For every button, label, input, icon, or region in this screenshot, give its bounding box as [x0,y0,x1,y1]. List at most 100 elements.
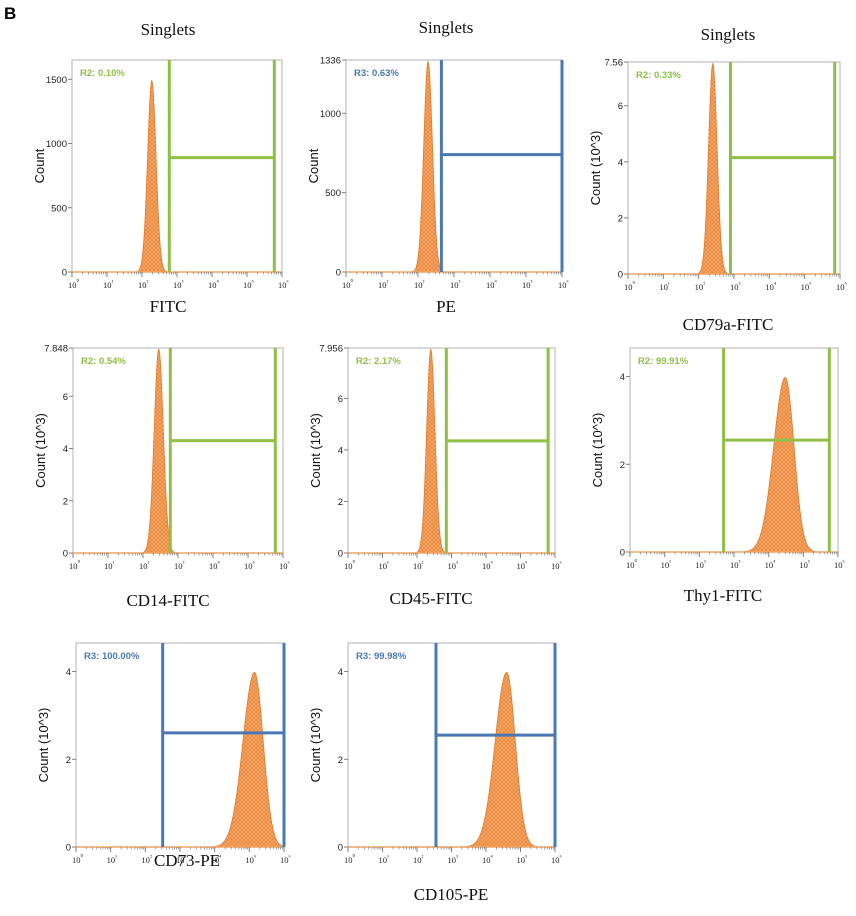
x-axis-label: CD79a-FITC [683,315,774,334]
histogram-panel-1: Singlets R2: 0.10% 0 500 1000 1500 10⁰ 10¹ 10² 10… [32,20,289,316]
x-tick-label: 10⁵ [522,279,533,290]
histogram-panel-8: R3: 99.98% 0 2 4 10⁰ 10¹ 10² 10³ 10⁴ 10⁵ 10⁶ Count … [308,642,562,904]
y-tick-label: 7.956 [319,344,343,355]
y-axis-label: Count (10^3) [36,708,51,783]
plot-frame [72,347,284,554]
y-axis-label: Count (10^3) [308,708,323,783]
x-tick-label: 10⁶ [558,279,569,290]
x-tick-label: 10² [695,559,706,570]
x-axis-label: PE [436,297,456,316]
x-tick-label: 10¹ [379,854,390,865]
y-tick-label: 2 [338,497,343,508]
gate-label: R2: 99.91% [638,356,689,367]
x-tick-label: 10² [413,560,424,571]
y-tick-label: 0 [66,843,71,854]
plot-title: Singlets [701,25,756,44]
histogram-area [72,80,282,273]
y-tick-label: 2 [66,755,71,766]
y-tick-label: 0 [338,549,343,560]
x-tick-label: 10⁵ [517,854,528,865]
plot-title: Singlets [141,20,196,39]
histogram-area [630,376,838,553]
y-axis-label: Count (10^3) [588,131,603,206]
y-tick-label: 4 [63,444,68,455]
x-axis-label: FITC [150,297,187,316]
gate-r3[interactable] [434,643,557,847]
x-tick-label: 10¹ [379,560,390,571]
x-axis-label: Thy1-FITC [684,586,762,605]
x-tick-label: 10⁴ [765,559,777,570]
y-tick-label: 0 [63,549,68,560]
x-tick-label: 10³ [448,854,459,865]
y-axis-label: Count (10^3) [590,413,605,488]
x-tick-label: 10³ [730,559,741,570]
x-axis-label: CD73-PE [154,851,220,870]
x-tick-label: 10² [139,560,150,571]
x-tick-label: 10³ [173,279,184,290]
x-axis-label: CD105-PE [414,885,489,904]
y-tick-label: 0 [618,270,623,281]
gate-label: R2: 0.10% [80,68,125,79]
gate-label: R2: 0.54% [81,356,126,367]
y-tick-label: 0 [336,268,341,279]
x-tick-label: 10³ [730,281,741,292]
gate-label: R3: 99.98% [356,651,407,662]
histogram-area [348,348,555,554]
y-tick-label: 6 [618,101,623,112]
gate-r2[interactable] [167,60,276,272]
histogram-area [348,671,555,848]
panel-label: B [4,4,17,23]
x-tick-label: 10¹ [103,279,114,290]
histogram-panel-7: R3: 100.00% 0 2 4 10⁰ 10¹ 10² 10³ 10⁴ 10⁵ 10⁶ Count… [36,642,291,870]
y-tick-label: 6 [63,392,68,403]
histogram-area [73,348,283,554]
x-tick-label: 10⁰ [344,559,356,571]
x-tick-label: 10⁴ [482,560,494,571]
histogram-panel-2: Singlets R3: 0.63% 0 500 1000 1336 10⁰ 10¹ 10² 10… [306,18,569,316]
y-tick-label: 2 [338,755,343,766]
gate-r2[interactable] [168,348,277,553]
x-tick-label: 10¹ [107,854,118,865]
x-tick-label: 10⁴ [211,854,223,865]
x-tick-label: 10⁵ [245,854,256,865]
gate-r2[interactable] [722,348,831,552]
x-tick-label: 10² [141,854,152,865]
y-tick-label: 1000 [46,139,67,150]
gate-r2[interactable] [444,348,550,553]
x-tick-label: 10³ [448,560,459,571]
x-tick-label: 10⁶ [551,854,562,865]
y-tick-label: 7.848 [44,344,68,355]
gate-r3[interactable] [161,643,286,847]
x-tick-label: 10⁵ [517,560,528,571]
histogram-area [628,62,840,275]
histogram-area [76,671,285,848]
x-tick-label: 10⁶ [551,560,562,571]
x-tick-label: 10⁴ [486,279,498,290]
y-tick-label: 7.56 [605,58,624,69]
x-tick-label: 10⁰ [68,278,80,290]
x-tick-label: 10⁰ [626,558,638,570]
y-tick-label: 500 [51,203,67,214]
plot-frame [345,59,563,273]
x-tick-label: 10¹ [661,559,672,570]
y-tick-label: 6 [338,394,343,405]
histogram-panel-5: R2: 2.17% 0 2 4 6 7.956 10⁰ 10¹ 10² 10³ 10⁴ 10⁵ 10⁶ C… [308,344,562,609]
gate-r3[interactable] [439,60,564,272]
plot-frame [71,59,283,273]
x-tick-label: 10⁰ [69,559,81,571]
y-tick-label: 2 [618,213,623,224]
plot-frame [629,347,839,553]
y-tick-label: 1000 [320,109,341,120]
x-tick-label: 10⁵ [244,560,255,571]
y-tick-label: 4 [338,445,343,456]
x-tick-label: 10⁶ [280,854,291,865]
y-tick-label: 0 [62,268,67,279]
gate-r2[interactable] [728,62,837,274]
y-tick-label: 1500 [46,75,67,86]
x-tick-label: 10² [695,281,706,292]
y-tick-label: 4 [338,667,343,678]
x-tick-label: 10⁶ [834,559,845,570]
y-tick-label: 1336 [320,56,341,67]
y-tick-label: 0 [620,548,625,559]
